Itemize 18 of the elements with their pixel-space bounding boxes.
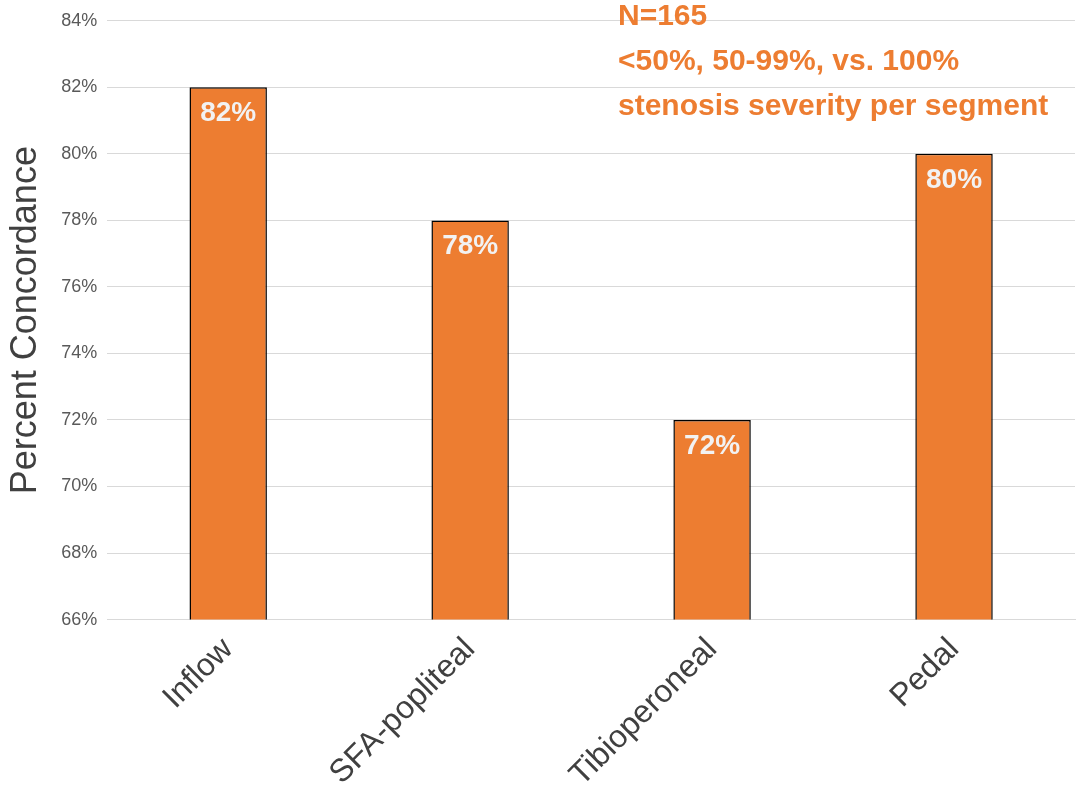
annotation: <50%, 50-99%, vs. 100%	[618, 43, 960, 77]
data-label: 72%	[684, 428, 741, 460]
annotation: stenosis severity per segment	[618, 88, 1049, 122]
y-axis-title: Percent Concordance	[2, 146, 44, 495]
y-tick-label: 76%	[61, 275, 98, 296]
data-label: 82%	[200, 96, 257, 128]
data-label: 78%	[442, 229, 499, 261]
annotation: N=165	[618, 0, 708, 32]
y-tick-label: 72%	[61, 408, 98, 429]
y-tick-label: 70%	[61, 475, 98, 496]
y-tick-label: 66%	[61, 608, 98, 629]
y-tick-label: 78%	[61, 209, 98, 230]
y-tick-label: 68%	[61, 542, 98, 563]
y-tick-label: 84%	[61, 9, 98, 30]
y-tick-label: 74%	[61, 342, 98, 363]
data-label: 80%	[926, 162, 983, 194]
y-tick-label: 80%	[61, 142, 98, 163]
y-tick-label: 82%	[61, 76, 98, 97]
